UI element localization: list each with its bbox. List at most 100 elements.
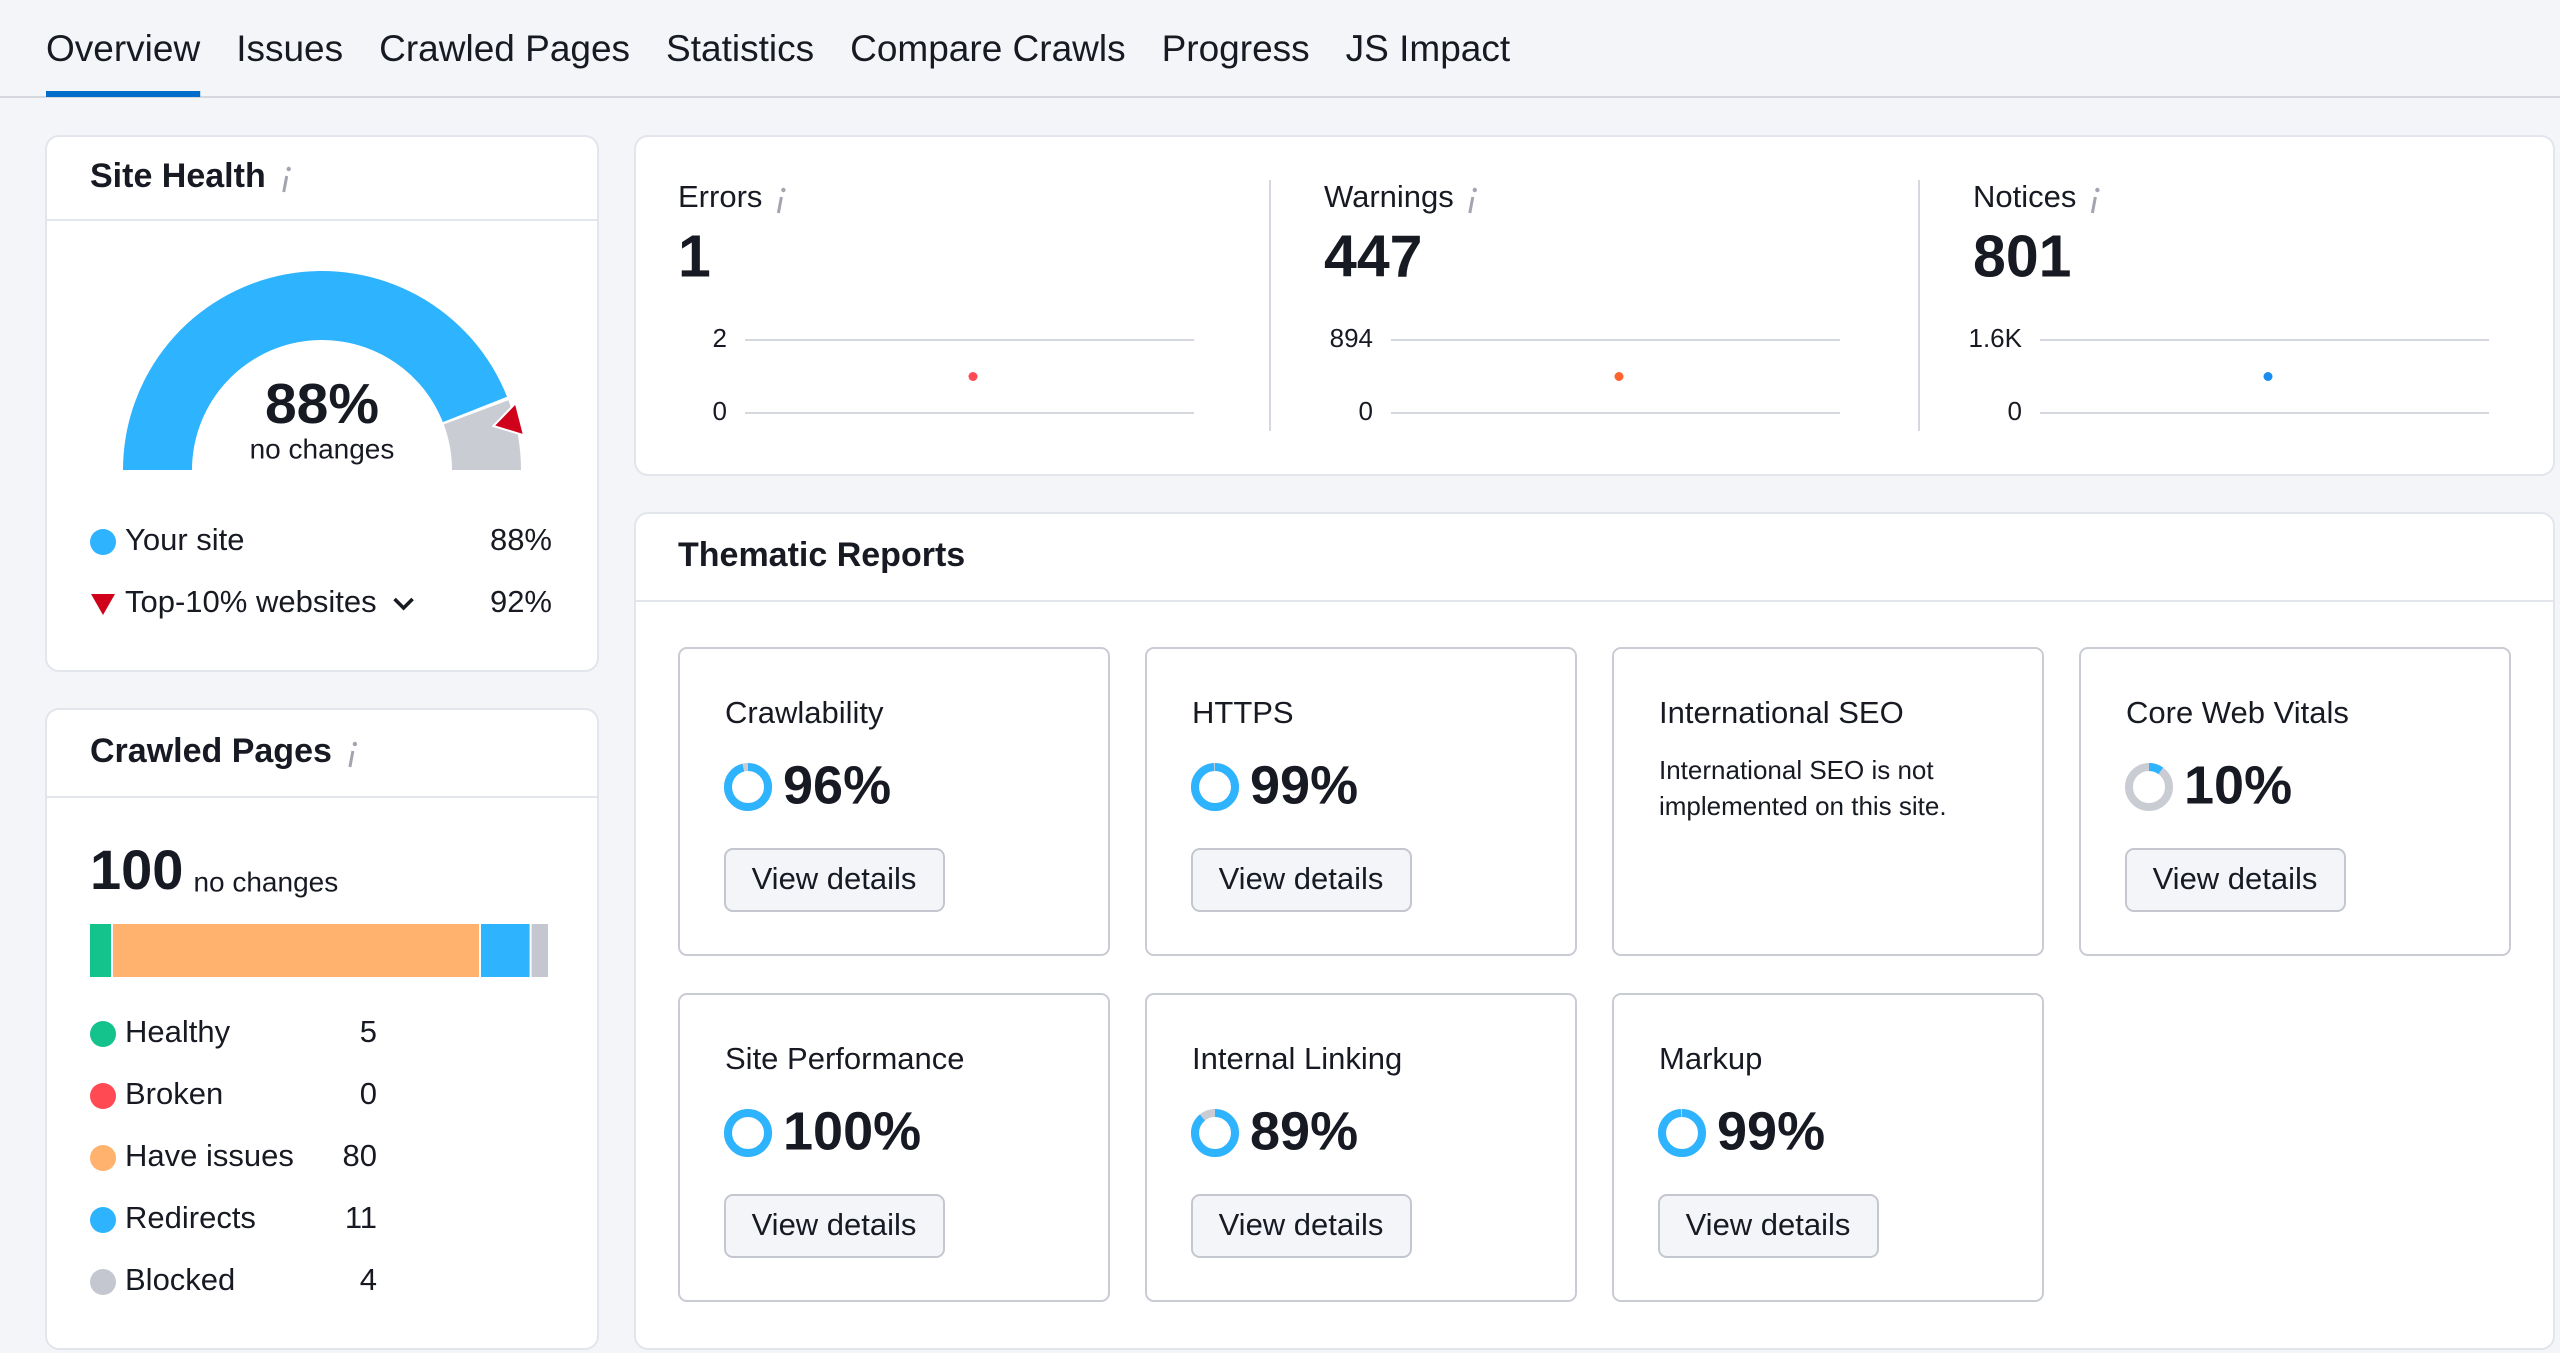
dropdown-chevron[interactable]: [393, 597, 414, 611]
report-title: Core Web Vitals: [2126, 695, 2349, 730]
tab[interactable]: JS Impact: [1346, 28, 1511, 69]
view-details-label[interactable]: View details: [1219, 1207, 1384, 1242]
tab[interactable]: Crawled Pages: [379, 28, 630, 69]
ring-value: [2125, 763, 2173, 811]
view-details-button[interactable]: [1658, 1194, 1879, 1258]
report-score: 99%: [1717, 1101, 1825, 1161]
ring-value: [1191, 1109, 1239, 1157]
card-title: Crawled Pages: [90, 732, 332, 770]
info-icon-dot: [2095, 187, 2100, 193]
issue-label: Warnings: [1324, 179, 1454, 214]
issue-count: 801: [1973, 224, 2071, 290]
info-icon-dot: [286, 166, 291, 172]
bar-segment: [90, 924, 111, 977]
info-icon-dot: [781, 187, 786, 193]
legend-value[interactable]: 5: [360, 1014, 377, 1049]
view-details-button[interactable]: [724, 1194, 945, 1258]
y-tick-label: 0: [713, 396, 727, 426]
legend-value[interactable]: 4: [360, 1262, 377, 1297]
legend-value: 92%: [490, 584, 552, 619]
info-icon: [348, 750, 355, 768]
bar-segment: [113, 924, 479, 977]
view-details-button[interactable]: [1191, 848, 1412, 912]
ring-value: [1191, 763, 1239, 811]
card: [634, 135, 2555, 476]
tab[interactable]: Statistics: [666, 28, 814, 69]
view-details-label[interactable]: View details: [1219, 861, 1384, 896]
issue-label: Errors: [678, 179, 762, 214]
report-score: 100%: [783, 1101, 921, 1161]
legend-label: Blocked: [125, 1262, 235, 1297]
tab[interactable]: Progress: [1162, 28, 1310, 69]
info-icon-dot: [352, 741, 358, 747]
total-pages: 100: [90, 838, 183, 901]
info-icon: [1468, 196, 1475, 214]
report-score: 99%: [1250, 755, 1358, 815]
legend-value: 88%: [490, 522, 552, 557]
info-icon: [282, 175, 289, 193]
legend-label: Redirects: [125, 1200, 256, 1235]
tab[interactable]: Overview: [46, 28, 200, 69]
legend-dot: [90, 1021, 116, 1047]
tab[interactable]: Issues: [236, 28, 343, 69]
bar-segment: [481, 924, 530, 977]
report-score: 10%: [2184, 755, 2292, 815]
report-score: 89%: [1250, 1101, 1358, 1161]
ring-value: [724, 1109, 772, 1157]
info-icon: [2090, 196, 2097, 214]
report-card: [1612, 647, 2044, 956]
report-title: Internal Linking: [1192, 1041, 1402, 1076]
legend-dot: [90, 529, 116, 555]
y-tick-label: 894: [1330, 323, 1373, 353]
gauge-value: [123, 271, 508, 470]
ring-value: [724, 763, 772, 811]
gauge-status: no changes: [250, 433, 395, 464]
view-details-label[interactable]: View details: [2153, 861, 2318, 896]
view-details-label[interactable]: View details: [1686, 1207, 1851, 1242]
report-title: International SEO: [1659, 695, 1904, 730]
view-details-button[interactable]: [1191, 1194, 1412, 1258]
y-tick-label: 1.6K: [1969, 323, 2023, 353]
legend-label: Have issues: [125, 1138, 294, 1173]
data-point: [1614, 372, 1624, 381]
active-tab-underline: [46, 91, 201, 97]
legend-dot: [90, 1207, 116, 1233]
gauge-marker: [491, 401, 526, 437]
report-description: implemented on this site.: [1659, 791, 1947, 821]
tab[interactable]: Compare Crawls: [850, 28, 1126, 69]
info-icon: [776, 196, 783, 214]
view-details-label[interactable]: View details: [752, 1207, 917, 1242]
legend-dot: [90, 1269, 116, 1295]
legend-label: Healthy: [125, 1014, 231, 1049]
report-description: International SEO is not: [1659, 755, 1934, 785]
view-details-button[interactable]: [724, 848, 945, 912]
card: [634, 512, 2555, 1350]
bar-segment: [531, 924, 548, 977]
legend-value[interactable]: 80: [343, 1138, 377, 1173]
issue-count: 1: [678, 224, 711, 290]
report-title: Markup: [1659, 1041, 1762, 1076]
card-title: Thematic Reports: [678, 536, 965, 574]
legend-value[interactable]: 11: [345, 1200, 377, 1235]
card: [45, 135, 599, 672]
data-point: [2263, 372, 2273, 381]
legend-marker: [91, 594, 115, 615]
view-details-label[interactable]: View details: [752, 861, 917, 896]
report-title: Crawlability: [725, 695, 884, 730]
legend-label: Top-10% websites: [125, 584, 377, 619]
card: [45, 708, 599, 1350]
legend-dot: [90, 1145, 116, 1171]
data-point: [968, 372, 978, 381]
total-status: no changes: [193, 866, 338, 897]
y-tick-label: 2: [713, 323, 727, 353]
legend-value: 0: [360, 1076, 377, 1111]
report-title: HTTPS: [1192, 695, 1294, 730]
report-title: Site Performance: [725, 1041, 965, 1076]
legend-label: Your site: [125, 522, 245, 557]
ring-value: [1658, 1109, 1706, 1157]
legend-label: Broken: [125, 1076, 223, 1111]
view-details-button[interactable]: [2125, 848, 2346, 912]
legend-dot: [90, 1083, 116, 1109]
